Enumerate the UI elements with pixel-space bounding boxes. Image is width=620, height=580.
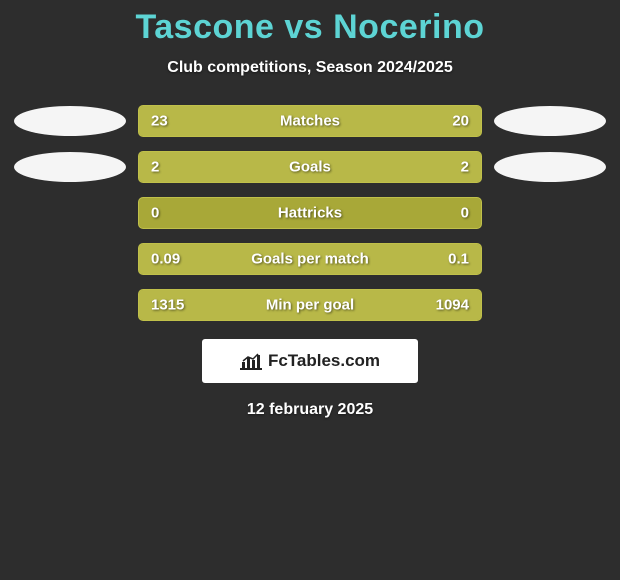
stat-row: 0 Hattricks 0 bbox=[0, 197, 620, 229]
stat-label: Hattricks bbox=[278, 205, 342, 222]
stats-list: 23Matches202Goals20Hattricks00.09Goals p… bbox=[0, 105, 620, 321]
stat-value-right: 20 bbox=[452, 113, 469, 130]
stat-value-right: 0 bbox=[461, 205, 469, 222]
stat-value-left: 0 bbox=[151, 205, 159, 222]
bar-fill-left bbox=[139, 152, 310, 182]
stat-value-left: 0.09 bbox=[151, 251, 180, 268]
stat-bar: 1315 Min per goal 1094 bbox=[138, 289, 482, 321]
date-label: 12 february 2025 bbox=[0, 401, 620, 419]
subtitle: Club competitions, Season 2024/2025 bbox=[0, 59, 620, 77]
stat-label: Min per goal bbox=[266, 297, 354, 314]
player-right-badge bbox=[494, 152, 606, 182]
chart-icon bbox=[240, 352, 262, 370]
stat-row: 1315 Min per goal 1094 bbox=[0, 289, 620, 321]
stat-label: Goals bbox=[289, 159, 331, 176]
stat-row: 2 Goals 2 bbox=[0, 151, 620, 183]
stat-bar: 0 Hattricks 0 bbox=[138, 197, 482, 229]
stat-label: Matches bbox=[280, 113, 340, 130]
stat-row: 0.09 Goals per match 0.1 bbox=[0, 243, 620, 275]
stat-value-right: 2 bbox=[461, 159, 469, 176]
logo-text: FcTables.com bbox=[268, 351, 380, 371]
stat-value-left: 23 bbox=[151, 113, 168, 130]
stat-bar: 23 Matches 20 bbox=[138, 105, 482, 137]
stat-value-right: 1094 bbox=[436, 297, 469, 314]
stat-value-right: 0.1 bbox=[448, 251, 469, 268]
stat-bar: 2 Goals 2 bbox=[138, 151, 482, 183]
player-right-badge bbox=[494, 106, 606, 136]
stat-bar: 0.09 Goals per match 0.1 bbox=[138, 243, 482, 275]
logo-box[interactable]: FcTables.com bbox=[202, 339, 418, 383]
stat-row: 23 Matches 20 bbox=[0, 105, 620, 137]
bar-fill-right bbox=[310, 152, 481, 182]
page-title: Tascone vs Nocerino bbox=[0, 8, 620, 47]
stat-value-left: 1315 bbox=[151, 297, 184, 314]
player-left-badge bbox=[14, 152, 126, 182]
stat-value-left: 2 bbox=[151, 159, 159, 176]
player-left-badge bbox=[14, 106, 126, 136]
comparison-card: Tascone vs Nocerino Club competitions, S… bbox=[0, 0, 620, 419]
stat-label: Goals per match bbox=[251, 251, 369, 268]
